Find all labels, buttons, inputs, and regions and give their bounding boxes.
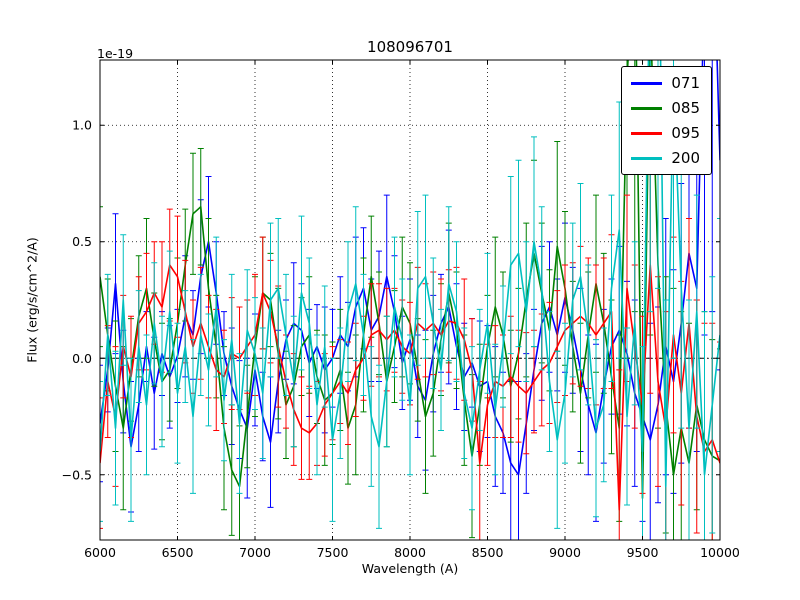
x-tick-label: 9500 bbox=[627, 545, 659, 560]
chart-title: 108096701 bbox=[367, 38, 453, 56]
y-tick-label: 0.5 bbox=[72, 234, 92, 249]
y-axis-offset-label: 1e-19 bbox=[97, 46, 134, 61]
x-tick-label: 8500 bbox=[472, 545, 504, 560]
legend-label-071: 071 bbox=[671, 74, 700, 92]
x-tick-label: 8000 bbox=[394, 545, 426, 560]
legend: 071 085 095 200 bbox=[621, 66, 712, 175]
legend-item-071: 071 bbox=[631, 72, 700, 94]
legend-label-200: 200 bbox=[671, 149, 700, 167]
x-tick-label: 7000 bbox=[239, 545, 271, 560]
y-tick-label: 1.0 bbox=[72, 118, 92, 133]
x-tick-label: 7500 bbox=[317, 545, 349, 560]
legend-line-swatch-095 bbox=[631, 131, 663, 135]
legend-line-swatch-071 bbox=[631, 81, 663, 85]
y-axis-label: Flux (erg/s/cm^2/A) bbox=[24, 237, 40, 363]
y-tick-label: −0.5 bbox=[62, 467, 92, 482]
x-tick-label: 10000 bbox=[700, 545, 740, 560]
legend-item-085: 085 bbox=[631, 97, 700, 119]
legend-label-095: 095 bbox=[671, 124, 700, 142]
legend-item-200: 200 bbox=[631, 147, 700, 169]
legend-label-085: 085 bbox=[671, 99, 700, 117]
x-tick-label: 9000 bbox=[549, 545, 581, 560]
legend-item-095: 095 bbox=[631, 122, 700, 144]
x-axis-label: Wavelength (A) bbox=[361, 561, 459, 576]
y-tick-label: 0.0 bbox=[72, 351, 92, 366]
legend-line-swatch-200 bbox=[631, 156, 663, 160]
axis-ticks bbox=[99, 60, 721, 540]
series-200 bbox=[100, 60, 720, 540]
x-tick-label: 6500 bbox=[162, 545, 194, 560]
legend-line-swatch-085 bbox=[631, 106, 663, 110]
line-200 bbox=[100, 60, 720, 488]
x-tick-label: 6000 bbox=[84, 545, 116, 560]
